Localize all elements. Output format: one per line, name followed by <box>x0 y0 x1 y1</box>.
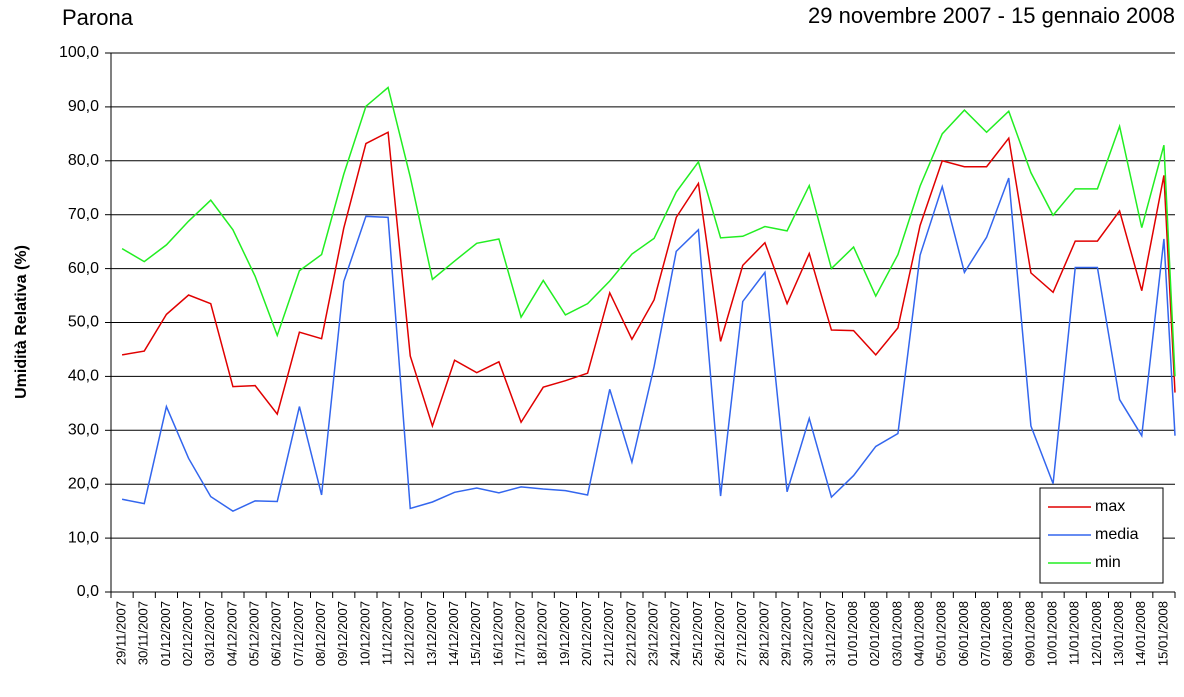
x-tick-label: 12/12/2007 <box>402 601 417 666</box>
y-tick-label: 50,0 <box>68 314 99 331</box>
line-series <box>121 86 1176 377</box>
line-series <box>121 177 1176 513</box>
x-tick-label: 13/12/2007 <box>424 601 439 666</box>
x-tick-label: 21/12/2007 <box>601 601 616 666</box>
x-tick-label: 11/01/2008 <box>1067 601 1082 665</box>
y-axis-label: Umidità Relativa (%) <box>13 245 30 399</box>
y-tick-label: 60,0 <box>68 260 99 277</box>
x-tick-label: 26/12/2007 <box>712 601 727 666</box>
x-tick-label: 17/12/2007 <box>513 601 528 666</box>
x-tick-label: 02/01/2008 <box>867 601 882 666</box>
y-tick-label: 20,0 <box>68 475 99 492</box>
x-tick-label: 04/01/2008 <box>912 601 927 666</box>
y-tick-label: 80,0 <box>68 152 99 169</box>
y-tick-label: 10,0 <box>68 529 99 546</box>
y-tick-label: 100,0 <box>59 44 99 61</box>
legend-label: max <box>1095 498 1125 515</box>
x-tick-label: 31/12/2007 <box>823 601 838 666</box>
x-tick-label: 09/12/2007 <box>335 601 350 666</box>
x-tick-label: 29/11/2007 <box>114 601 129 665</box>
x-tick-label: 09/01/2008 <box>1022 601 1037 666</box>
line-series <box>121 131 1176 429</box>
x-tick-label: 04/12/2007 <box>224 601 239 666</box>
legend-label: media <box>1095 526 1139 543</box>
x-tick-label: 12/01/2008 <box>1089 601 1104 666</box>
x-tick-label: 19/12/2007 <box>557 601 572 666</box>
x-tick-label: 28/12/2007 <box>756 601 771 666</box>
x-tick-label: 08/12/2007 <box>313 601 328 666</box>
y-tick-label: 0,0 <box>77 583 99 600</box>
x-tick-label: 29/12/2007 <box>779 601 794 666</box>
x-tick-label: 15/12/2007 <box>468 601 483 666</box>
x-tick-label: 25/12/2007 <box>690 601 705 666</box>
x-tick-label: 02/12/2007 <box>180 601 195 666</box>
x-tick-label: 07/01/2008 <box>978 601 993 666</box>
x-tick-label: 14/12/2007 <box>446 601 461 666</box>
y-tick-label: 30,0 <box>68 422 99 439</box>
y-tick-label: 40,0 <box>68 368 99 385</box>
chart-subtitle: 29 novembre 2007 - 15 gennaio 2008 <box>808 3 1175 28</box>
x-tick-label: 15/01/2008 <box>1155 601 1170 666</box>
x-tick-label: 30/12/2007 <box>801 601 816 666</box>
x-tick-label: 03/12/2007 <box>202 601 217 666</box>
x-tick-label: 13/01/2008 <box>1111 601 1126 666</box>
x-tick-label: 03/01/2008 <box>889 601 904 666</box>
x-tick-label: 05/12/2007 <box>247 601 262 666</box>
chart-title: Parona <box>62 5 134 30</box>
x-tick-label: 08/01/2008 <box>1000 601 1015 666</box>
x-tick-label: 20/12/2007 <box>579 601 594 666</box>
x-tick-label: 24/12/2007 <box>668 601 683 666</box>
x-tick-label: 06/01/2008 <box>956 601 971 666</box>
x-tick-label: 30/11/2007 <box>136 601 151 665</box>
x-tick-label: 23/12/2007 <box>646 601 661 666</box>
x-tick-label: 16/12/2007 <box>490 601 505 666</box>
x-tick-label: 10/12/2007 <box>357 601 372 666</box>
x-tick-label: 01/12/2007 <box>158 601 173 666</box>
x-tick-label: 10/01/2008 <box>1045 601 1060 666</box>
x-tick-label: 11/12/2007 <box>380 601 395 665</box>
y-tick-label: 90,0 <box>68 98 99 115</box>
x-tick-label: 07/12/2007 <box>291 601 306 666</box>
x-tick-label: 22/12/2007 <box>623 601 638 666</box>
x-tick-label: 18/12/2007 <box>535 601 550 666</box>
x-tick-label: 27/12/2007 <box>734 601 749 666</box>
legend-label: min <box>1095 554 1121 571</box>
x-tick-label: 14/01/2008 <box>1133 601 1148 666</box>
x-tick-label: 05/01/2008 <box>934 601 949 666</box>
y-tick-label: 70,0 <box>68 206 99 223</box>
x-tick-label: 06/12/2007 <box>269 601 284 666</box>
x-tick-label: 01/01/2008 <box>845 601 860 666</box>
